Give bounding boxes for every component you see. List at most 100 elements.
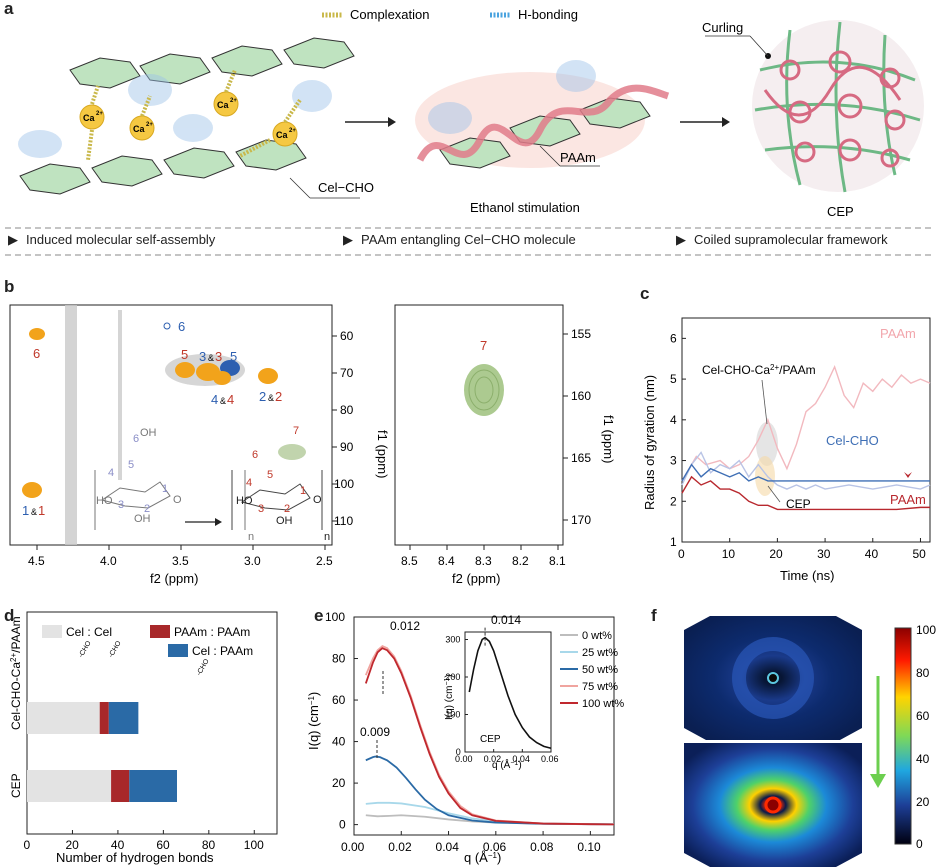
rg-series-1 [681,451,931,490]
legend-label: 75 wt% [582,681,618,693]
right-xticks: 8.5 8.4 8.3 8.2 8.1 [401,545,566,568]
pattern-top-ring [732,637,814,719]
ca-charge: 2+ [146,122,153,128]
complexation-bonds [86,69,302,161]
ca-charge: 2+ [96,111,103,117]
hmbc-frame [394,304,564,546]
y-tick-label: 80 [332,652,346,666]
peak-7-contours [468,369,500,411]
legend-label: 25 wt% [582,647,618,659]
paam-pointer [539,145,561,167]
x-tick-label: 20 [769,547,783,561]
row-label-cep: CEP [9,773,23,798]
struct-right-num: 5 [267,469,273,481]
struct-left-num: 3 [118,499,124,511]
tick: 170 [571,513,591,527]
legend-label: 50 wt% [582,664,618,676]
x-tick-label: 60 [156,838,170,852]
cep-green-network [754,21,921,193]
peak-009-label: 0.009 [360,725,390,739]
ca-charge: 2+ [230,98,237,104]
hbond-halos [18,74,332,158]
right-xlabel: f2 (ppm) [452,571,500,586]
x-tick-label: 40 [865,547,879,561]
peak-012-label: 0.012 [390,619,420,633]
curling-pointer [749,35,769,57]
cbar-tick: 0 [916,837,923,851]
panel-b-nmr: 6 6 5 3 & 3 5 2 & 2 4 & 4 1 & 1 6 5 4 3 … [9,304,616,586]
peak-1 [22,482,42,498]
solvent-streak [118,310,122,480]
inset-y-tick-label: 0 [456,747,461,757]
inset-xlabel: q (Å−1) [492,758,522,771]
panel-c-label: c [640,284,650,303]
bar-segment [108,702,139,734]
hbond-chart: Cel : Cel PAAm : PAAm Cel : PAAm -CHO -C… [9,611,278,865]
y-tick-label: 3 [670,454,677,468]
left-xlabel: f2 (ppm) [150,571,198,586]
saxs-frame [353,616,615,836]
saxs-series-1 [365,801,615,826]
saxs-chart: 0.00 0.02 0.04 0.06 0.08 0.10 0 20 40 60 80 100 0.0… [306,610,624,865]
inset-peak-label: 0.014 [491,613,521,627]
label-3-blue: 3 [199,349,206,364]
highlight-cep [755,456,775,496]
x-tick-label: 10 [722,547,736,561]
hbond-xlabel: Number of hydrogen bonds [56,850,214,865]
label-amp: & [31,507,37,517]
hbond-halo [428,102,472,134]
cbar-tick: 100 [916,623,936,637]
label-3-red: 3 [215,349,222,364]
label-1-red: 1 [38,503,45,518]
legend-sub-cho: -CHO [196,658,211,677]
trend-arrow-head [870,774,886,788]
x-tick-label: 50 [912,547,926,561]
y-tick-label: 60 [332,693,346,707]
struct-left-ho: HO [96,495,113,507]
label-7: 7 [480,338,487,353]
tick: 8.5 [401,554,418,568]
legend-complexation: Complexation [350,7,430,22]
cbar-tick: 20 [916,795,930,809]
bullet-triangle-2: ▶ [343,232,353,247]
arrow-2-head [722,117,730,127]
panel-a-schematic: Complexation H-bonding Ca 2+ Ca 2+ Ca 2+… [5,7,935,229]
bullet-1: Induced molecular self-assembly [26,232,216,247]
tick: 8.1 [549,554,566,568]
paam-label: PAAm [560,150,596,165]
tick: 60 [340,329,354,343]
arrow-1-head [388,117,396,127]
paam-chain [416,84,670,162]
ann-cep: CEP [786,497,811,511]
ethanol-label: Ethanol stimulation [470,200,580,215]
legend-sub-cho: -CHO [108,640,123,659]
legend-celcel: Cel : Cel [66,625,112,639]
struct-right-num: 1 [300,485,306,497]
x-tick-label: 20 [65,838,79,852]
panel-a-label: a [4,0,14,18]
struct-right-num: 7 [293,425,299,437]
x-tick-label: 30 [817,547,831,561]
row-label-complex: Cel-CHO-Ca2+/PAAm [9,616,24,730]
saxs-2d-patterns: 100 80 60 40 20 0 [684,616,936,867]
left-ylabel: f1 (ppm) [375,430,390,478]
struct-left-n: n [248,531,254,543]
tick: 100 [334,477,354,491]
tick: 80 [340,403,354,417]
legend-swatch-celpaam [168,644,188,657]
peak-6-blue [163,322,171,330]
bullet-3: Coiled supramolecular framework [694,232,888,247]
bar-segment [27,702,100,734]
cep-paam-coils [763,50,906,168]
inset-x-tick-label: 0.06 [541,754,559,764]
tick: 70 [340,366,354,380]
struct-left-num: 2 [144,503,150,515]
left-yticks: 60 70 80 90 100 110 [332,329,354,528]
struct-right-o: O [313,494,322,506]
rg-frame [681,317,931,543]
x-tick-label: 40 [111,838,125,852]
ca-ions [79,91,298,147]
tick: 155 [571,327,591,341]
label-4-blue: 4 [211,392,218,407]
saxs-series-2 [365,755,615,826]
